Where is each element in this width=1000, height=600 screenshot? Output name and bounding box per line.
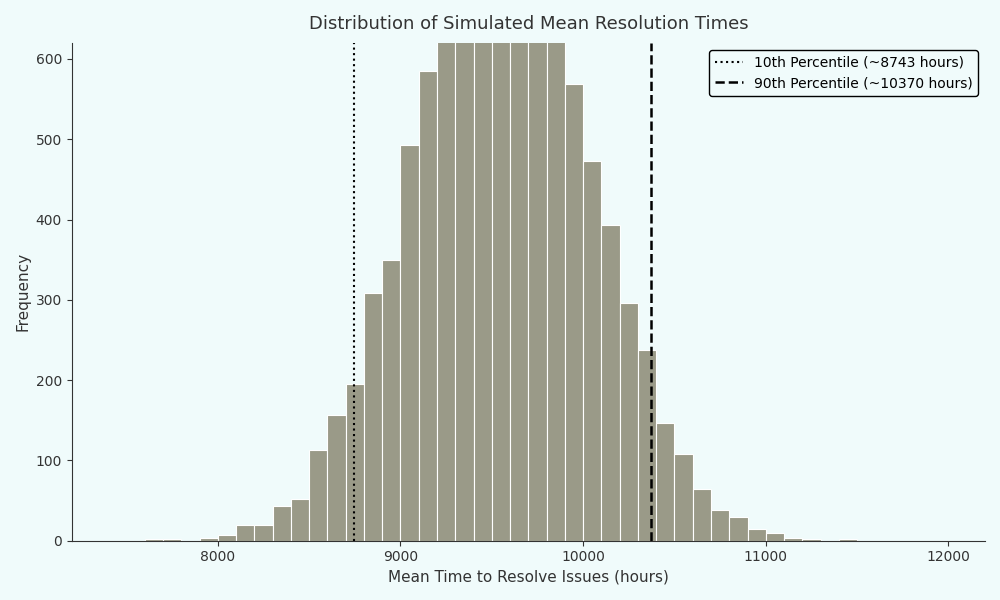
Bar: [200, 538, 218, 541]
Bar: [163, 539, 181, 541]
Bar: [711, 510, 729, 541]
Bar: [620, 303, 638, 541]
Bar: [364, 293, 382, 541]
Bar: [291, 499, 309, 541]
Bar: [565, 84, 583, 541]
Bar: [766, 533, 784, 541]
Title: Distribution of Simulated Mean Resolution Times: Distribution of Simulated Mean Resolutio…: [309, 15, 748, 33]
Bar: [492, 0, 510, 541]
Bar: [254, 524, 273, 541]
Y-axis label: Frequency: Frequency: [15, 252, 30, 331]
Bar: [784, 538, 802, 541]
Bar: [729, 517, 748, 541]
Bar: [802, 539, 821, 541]
Bar: [236, 524, 254, 541]
Bar: [455, 0, 474, 541]
Bar: [400, 145, 419, 541]
Bar: [145, 539, 163, 541]
Bar: [419, 71, 437, 541]
Bar: [656, 422, 674, 541]
Bar: [693, 488, 711, 541]
Bar: [528, 0, 547, 541]
X-axis label: Mean Time to Resolve Issues (hours): Mean Time to Resolve Issues (hours): [388, 570, 669, 585]
Bar: [583, 161, 601, 541]
Bar: [674, 454, 693, 541]
Bar: [437, 7, 455, 541]
Bar: [839, 539, 857, 541]
Bar: [748, 529, 766, 541]
Bar: [273, 506, 291, 541]
Bar: [382, 260, 400, 541]
Bar: [510, 0, 528, 541]
Bar: [638, 350, 656, 541]
Bar: [346, 384, 364, 541]
Legend: 10th Percentile (~8743 hours), 90th Percentile (~10370 hours): 10th Percentile (~8743 hours), 90th Perc…: [709, 50, 978, 96]
Bar: [474, 0, 492, 541]
Bar: [309, 450, 327, 541]
Bar: [547, 0, 565, 541]
Bar: [327, 415, 346, 541]
Bar: [601, 225, 620, 541]
Bar: [218, 535, 236, 541]
